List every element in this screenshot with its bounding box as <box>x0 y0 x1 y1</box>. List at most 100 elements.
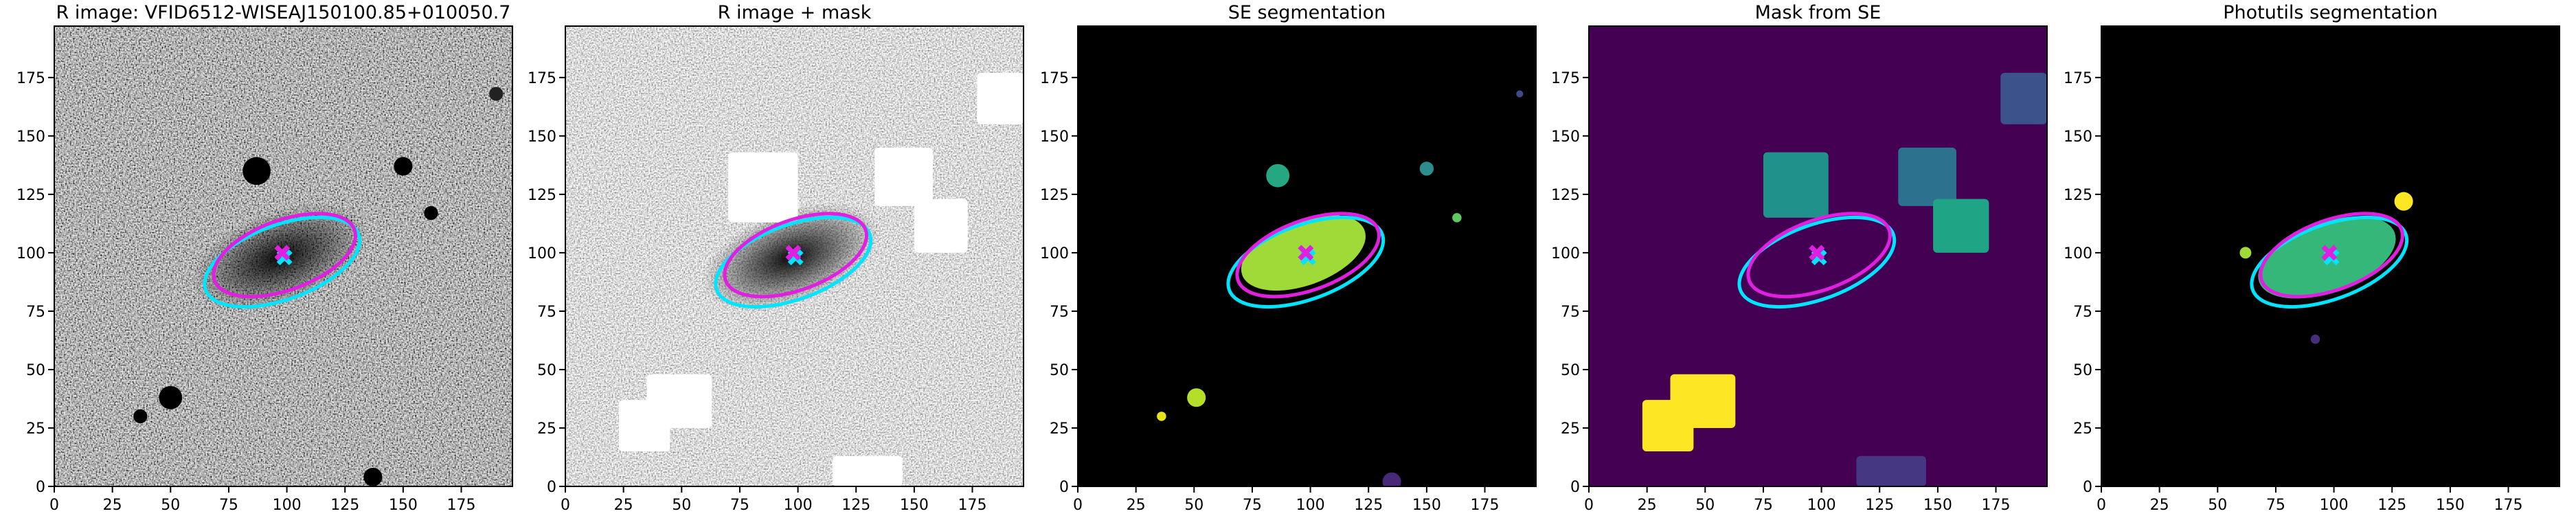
y-tick-label: 175 <box>1551 70 1580 87</box>
image <box>565 26 1024 486</box>
y-tick-label: 25 <box>26 420 45 438</box>
y-tick-label: 150 <box>528 128 556 146</box>
x-tick-label: 175 <box>447 497 476 514</box>
y-tick-label: 175 <box>1040 70 1069 87</box>
y-tick-label: 125 <box>1551 187 1580 204</box>
panel-title: R image + mask <box>718 2 872 23</box>
y-tick-label: 25 <box>537 420 556 438</box>
x-tick-label: 175 <box>2494 497 2523 514</box>
source <box>1419 161 1434 176</box>
y-tick-label: 150 <box>1040 128 1069 146</box>
source <box>1452 213 1462 223</box>
image <box>1078 26 1536 486</box>
y-tick-label: 50 <box>537 362 556 379</box>
mask-region <box>874 147 933 206</box>
panel: 0 25 50 75 100 125 150 175 0 25 50 75 100 125 150 175 R … <box>16 2 513 514</box>
y-tick-label: 150 <box>16 128 45 146</box>
y-tick-label: 75 <box>537 304 556 321</box>
source <box>2239 247 2252 259</box>
y-tick-label: 50 <box>1050 362 1069 379</box>
x-tick-label: 75 <box>1243 497 1262 514</box>
x-tick-label: 125 <box>1354 497 1383 514</box>
x-tick-label: 0 <box>1584 497 1594 514</box>
x-tick-label: 50 <box>2208 497 2227 514</box>
mask-region <box>833 455 903 486</box>
source <box>159 385 183 409</box>
image <box>1589 26 2047 486</box>
source <box>1266 164 1290 188</box>
center-marker <box>1298 245 1314 261</box>
x-tick-label: 150 <box>2436 497 2465 514</box>
y-tick-label: 100 <box>16 245 45 262</box>
y-tick-label: 100 <box>1551 245 1580 262</box>
y-tick-label: 50 <box>2073 362 2092 379</box>
mask-region <box>728 152 798 223</box>
y-tick-label: 75 <box>1050 304 1069 321</box>
x-tick-label: 150 <box>1412 497 1441 514</box>
aperture-ellipse <box>714 215 873 309</box>
y-tick-label: 0 <box>1570 479 1580 496</box>
y-tick-label: 0 <box>2083 479 2092 496</box>
aperture-ellipse <box>1746 212 1892 299</box>
aperture-ellipse <box>2250 215 2409 309</box>
source <box>1187 388 1206 407</box>
mask-region <box>1856 455 1926 486</box>
aperture-ellipse <box>1737 215 1897 309</box>
aperture-ellipse <box>203 215 362 309</box>
x-tick-label: 125 <box>2377 497 2406 514</box>
source <box>133 409 148 424</box>
panel: 0 25 50 75 100 125 150 175 0 25 50 75 100 125 150 175 R … <box>528 2 1024 514</box>
source <box>363 467 383 486</box>
y-tick-label: 175 <box>2064 70 2092 87</box>
image <box>2101 26 2560 486</box>
x-tick-label: 150 <box>1923 497 1952 514</box>
y-tick-label: 100 <box>2064 245 2092 262</box>
panel-title: R image: VFID6512-WISEAJ150100.85+010050… <box>56 2 511 23</box>
source <box>1516 90 1524 98</box>
mask-region <box>1763 152 1829 218</box>
x-tick-label: 25 <box>1127 497 1146 514</box>
x-tick-label: 175 <box>1471 497 1500 514</box>
x-tick-label: 25 <box>2150 497 2169 514</box>
panel: 0 25 50 75 100 125 150 175 0 25 50 75 100 125 150 175 Ph… <box>2064 2 2560 514</box>
axes-frame <box>565 25 1024 487</box>
y-tick-label: 175 <box>528 70 556 87</box>
mask-region <box>1670 374 1736 428</box>
axes-frame <box>54 25 513 487</box>
mask-region <box>1898 147 1956 206</box>
y-tick-label: 125 <box>16 187 45 204</box>
y-tick-label: 25 <box>2073 420 2092 438</box>
panel-title: Photutils segmentation <box>2223 2 2438 23</box>
mask-region <box>646 374 712 428</box>
x-tick-label: 75 <box>730 497 749 514</box>
center-marker <box>274 245 291 261</box>
panel: 0 25 50 75 100 125 150 175 0 25 50 75 100 125 150 175 Ma… <box>1551 2 2048 514</box>
aperture-ellipse <box>1226 215 1386 309</box>
mask-region <box>977 73 1024 124</box>
x-tick-label: 100 <box>2320 497 2349 514</box>
aperture-ellipse <box>1235 212 1381 299</box>
x-tick-label: 0 <box>49 497 59 514</box>
mask-region <box>2000 73 2047 124</box>
x-tick-label: 150 <box>389 497 418 514</box>
y-tick-label: 0 <box>1059 479 1069 496</box>
x-tick-label: 100 <box>273 497 302 514</box>
source <box>424 205 438 221</box>
source <box>394 157 413 176</box>
image <box>54 26 512 486</box>
x-tick-label: 100 <box>784 497 813 514</box>
x-tick-label: 100 <box>1296 497 1325 514</box>
x-tick-label: 50 <box>1184 497 1204 514</box>
panel: 0 25 50 75 100 125 150 175 0 25 50 75 100 125 150 175 SE… <box>1040 2 1537 514</box>
x-tick-label: 75 <box>2266 497 2285 514</box>
y-tick-label: 100 <box>528 245 556 262</box>
y-tick-label: 175 <box>16 70 45 87</box>
y-tick-label: 125 <box>528 187 556 204</box>
source <box>2310 334 2320 344</box>
y-tick-label: 75 <box>2073 304 2092 321</box>
x-tick-label: 0 <box>561 497 570 514</box>
y-tick-label: 50 <box>1561 362 1580 379</box>
y-tick-label: 125 <box>2064 187 2092 204</box>
x-tick-label: 100 <box>1807 497 1836 514</box>
